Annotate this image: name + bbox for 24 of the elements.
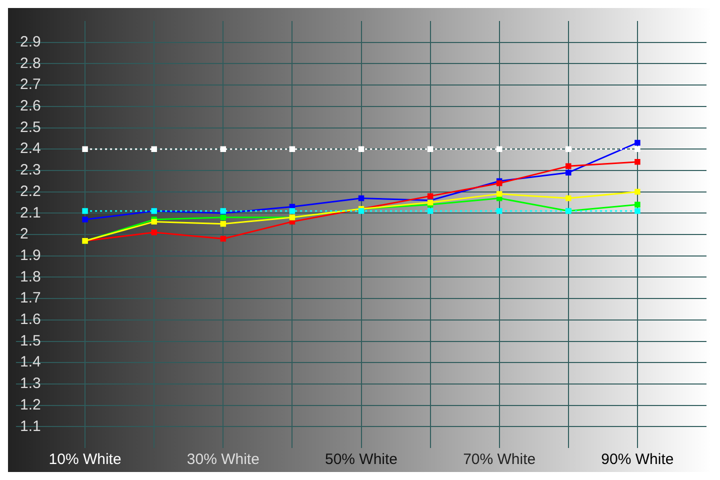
y-tick-label: 1.9 bbox=[20, 246, 41, 264]
y-tick-label: 1.1 bbox=[20, 418, 41, 435]
y-tick-label: 2.6 bbox=[20, 98, 41, 115]
y-tick-label: 1.6 bbox=[20, 311, 41, 328]
y-tick-label: 1.4 bbox=[20, 354, 41, 371]
y-tick-label: 2.3 bbox=[20, 162, 41, 179]
y-tick-label: 1.8 bbox=[20, 268, 41, 286]
y-tick-label: 1.5 bbox=[20, 332, 41, 350]
y-tick-label: 1.7 bbox=[20, 290, 41, 307]
y-tick-label: 1.2 bbox=[20, 396, 41, 414]
y-tick-label: 2.5 bbox=[20, 118, 41, 136]
y-tick-label: 2 bbox=[20, 226, 28, 243]
y-tick-label: 2.4 bbox=[20, 140, 41, 158]
x-tick-label: 30% White bbox=[186, 451, 260, 468]
x-tick-label: 10% White bbox=[48, 451, 122, 468]
x-tick-label: 70% White bbox=[463, 451, 536, 468]
y-tick-label: 2.7 bbox=[20, 76, 41, 94]
y-tick-label: 1.3 bbox=[20, 375, 41, 392]
y-tick-label: 2.2 bbox=[20, 182, 41, 200]
x-tick-label: 90% White bbox=[601, 451, 674, 468]
x-tick-label: 50% White bbox=[324, 451, 398, 468]
y-tick-label: 2.8 bbox=[20, 54, 41, 72]
y-tick-label: 2.1 bbox=[20, 204, 41, 222]
y-tick-label: 2.9 bbox=[20, 33, 41, 50]
